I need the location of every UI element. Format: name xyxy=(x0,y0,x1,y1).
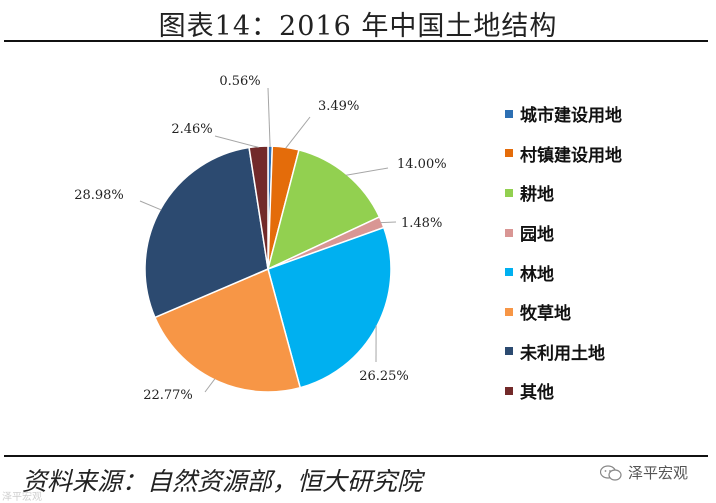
source-note: 资料来源：自然资源部，恒大研究院 xyxy=(22,467,423,496)
wechat-icon xyxy=(600,464,622,481)
brand-badge: 泽平宏观 xyxy=(600,462,688,483)
legend-swatch xyxy=(505,386,513,395)
legend-label: 林地 xyxy=(520,264,554,285)
page-title: 图表14：2016 年中国土地结构 xyxy=(158,11,558,42)
pie-slices xyxy=(144,145,392,393)
legend-label: 村镇建设用地 xyxy=(520,145,622,166)
leader-line xyxy=(214,135,259,148)
leader-line xyxy=(346,167,389,176)
legend-item: 牧草地 xyxy=(505,292,622,332)
pie-slice xyxy=(267,226,392,389)
legend-swatch xyxy=(505,347,513,356)
legend-swatch xyxy=(505,109,513,118)
legend-label: 耕地 xyxy=(520,185,554,206)
data-label: 28.98% xyxy=(74,188,124,203)
pie-data-labels: 0.56% 3.49% 14.00% 1.48% 26.25% 22.77% 28.98% 2… xyxy=(74,74,446,403)
pie-slice xyxy=(266,149,381,271)
leader-line xyxy=(139,200,162,211)
legend-swatch xyxy=(505,149,513,158)
source-divider xyxy=(4,455,708,457)
legend-item: 耕地 xyxy=(505,173,622,213)
data-label: 22.77% xyxy=(143,388,193,403)
legend-swatch xyxy=(505,228,513,237)
legend-swatch xyxy=(505,268,513,277)
pie-chart: 0.56% 3.49% 14.00% 1.48% 26.25% 22.77% 28.98% 2… xyxy=(74,74,446,403)
leader-line xyxy=(285,116,311,149)
data-label: 1.48% xyxy=(401,216,442,231)
data-label: 14.00% xyxy=(397,157,447,172)
legend-swatch xyxy=(505,188,513,197)
title-divider xyxy=(4,40,708,42)
data-label: 2.46% xyxy=(171,122,212,137)
chart-legend: 城市建设用地 村镇建设用地 耕地园地林地牧草地未利用土地其他 xyxy=(505,94,622,411)
watermark-text: 泽平宏观 xyxy=(2,492,42,503)
pie-leader-lines xyxy=(139,87,397,393)
legend-item: 园地 xyxy=(505,213,622,253)
brand-name: 泽平宏观 xyxy=(628,464,689,482)
legend-item: 其他 xyxy=(505,371,622,411)
legend-item: 未利用土地 xyxy=(505,332,622,372)
legend-label: 牧草地 xyxy=(520,304,571,325)
legend-swatch xyxy=(505,307,513,316)
data-label: 0.56% xyxy=(219,74,260,89)
legend-label: 城市建设用地 xyxy=(520,106,622,127)
legend-item: 林地 xyxy=(505,252,622,292)
legend-label: 未利用土地 xyxy=(520,343,605,364)
data-label: 26.25% xyxy=(359,369,409,384)
data-label: 3.49% xyxy=(318,99,359,114)
legend-label: 其他 xyxy=(520,383,554,404)
legend-item: 城市建设用地 xyxy=(505,94,622,134)
legend-item: 村镇建设用地 xyxy=(505,134,622,174)
leader-line xyxy=(267,87,271,148)
pie-slice xyxy=(248,145,269,270)
legend-label: 园地 xyxy=(520,225,554,246)
leader-line xyxy=(380,221,397,224)
leader-line xyxy=(204,378,216,393)
